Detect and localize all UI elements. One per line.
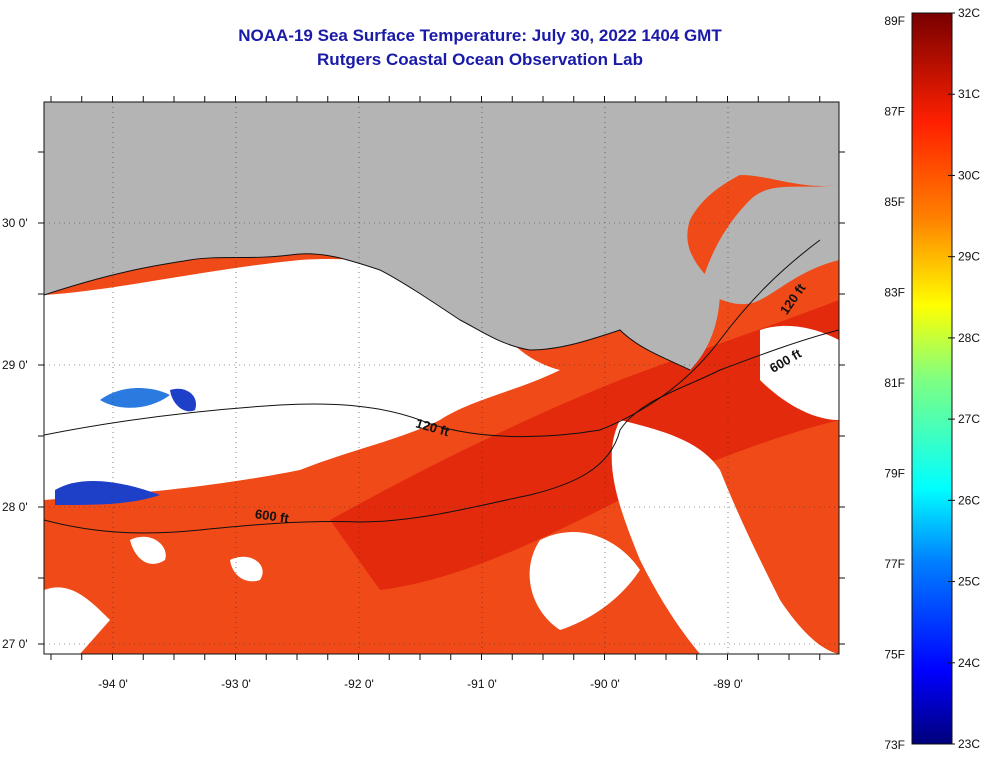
colorbar-c-label: 24C bbox=[958, 656, 980, 670]
land-coast bbox=[44, 102, 839, 370]
lon-label: -92 0' bbox=[344, 677, 374, 691]
colorbar-c-label: 26C bbox=[958, 493, 980, 507]
map-subtitle: Rutgers Coastal Ocean Observation Lab bbox=[317, 50, 643, 69]
ocean-hot-core bbox=[330, 300, 839, 590]
graticule bbox=[44, 102, 839, 654]
axis-ticks bbox=[38, 96, 845, 660]
colorbar-fahrenheit-labels: 89F 87F 85F 83F 81F 79F 77F 75F 73F bbox=[884, 14, 905, 752]
contour-label: 600 ft bbox=[254, 506, 290, 526]
lon-label: -93 0' bbox=[221, 677, 251, 691]
cloud-east bbox=[611, 420, 839, 654]
colorbar-c-label: 29C bbox=[958, 250, 980, 264]
colorbar-f-label: 77F bbox=[884, 557, 905, 571]
cloud-east2 bbox=[529, 531, 640, 630]
lat-label: 29 0' bbox=[2, 358, 28, 372]
colorbar-c-label: 25C bbox=[958, 575, 980, 589]
colorbar-celsius-labels: 32C 31C 30C 29C 28C 27C 26C 25C 24C 23C bbox=[948, 6, 980, 751]
lat-label: 28 0' bbox=[2, 500, 28, 514]
cloud-west bbox=[44, 259, 560, 500]
lon-labels: -94 0' -93 0' -92 0' -91 0' -90 0' -89 0… bbox=[98, 677, 743, 691]
colorbar-c-label: 28C bbox=[958, 331, 980, 345]
colorbar bbox=[911, 12, 953, 745]
lon-label: -90 0' bbox=[590, 677, 620, 691]
colorbar-c-label: 30C bbox=[958, 168, 980, 182]
contour-600ft bbox=[44, 329, 839, 534]
cool-patch-1 bbox=[55, 480, 160, 505]
colorbar-c-label: 23C bbox=[958, 737, 980, 751]
map-frame bbox=[43, 101, 840, 655]
colorbar-f-label: 81F bbox=[884, 376, 905, 390]
lat-label: 30 0' bbox=[2, 216, 28, 230]
lon-label: -91 0' bbox=[467, 677, 497, 691]
colorbar-f-label: 79F bbox=[884, 467, 905, 481]
lat-labels: 30 0' 29 0' 28 0' 27 0' bbox=[2, 216, 28, 651]
colorbar-c-label: 32C bbox=[958, 6, 980, 20]
cloud-east3 bbox=[760, 325, 839, 420]
colorbar-f-label: 75F bbox=[884, 648, 905, 662]
colorbar-f-label: 73F bbox=[884, 738, 905, 752]
contour-120ft bbox=[44, 239, 821, 438]
coastline bbox=[44, 253, 691, 371]
colorbar-c-label: 31C bbox=[958, 87, 980, 101]
land-east-peninsula bbox=[700, 185, 839, 305]
cloud-sw bbox=[44, 587, 110, 654]
lat-label: 27 0' bbox=[2, 637, 28, 651]
colorbar-c-label: 27C bbox=[958, 412, 980, 426]
lon-label: -89 0' bbox=[713, 677, 743, 691]
colorbar-f-label: 85F bbox=[884, 195, 905, 209]
map-title: NOAA-19 Sea Surface Temperature: July 30… bbox=[238, 26, 722, 45]
colorbar-f-label: 87F bbox=[884, 105, 905, 119]
cool-patch-2 bbox=[100, 388, 170, 408]
cool-patch-3 bbox=[170, 388, 196, 412]
colorbar-f-label: 83F bbox=[884, 286, 905, 300]
lon-label: -94 0' bbox=[98, 677, 128, 691]
cloud-nw-patches bbox=[130, 536, 263, 582]
colorbar-f-label: 89F bbox=[884, 14, 905, 28]
